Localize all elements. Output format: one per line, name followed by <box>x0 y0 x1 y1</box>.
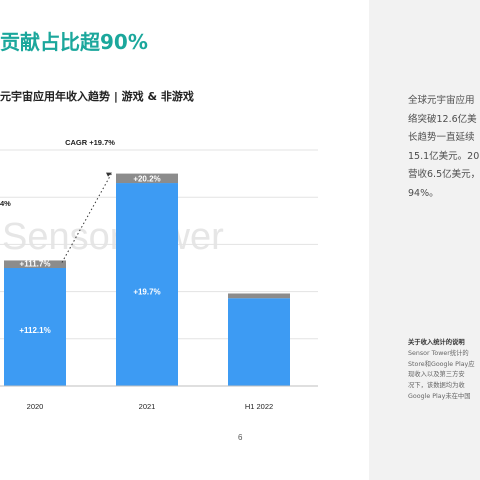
page-number: 6 <box>238 433 243 442</box>
bar-nongame <box>4 260 66 268</box>
bar-nongame <box>228 293 290 299</box>
summary-line: 营收6.5亿美元， <box>408 169 480 180</box>
summary-text: 全球元宇宙应用 络突破12.6亿美 长趋势一直延续 15.1亿美元。20 营收6… <box>408 92 480 203</box>
bar-game <box>4 268 66 386</box>
bar-top-label: +20.2% <box>133 175 160 184</box>
summary-panel: 全球元宇宙应用 络突破12.6亿美 长趋势一直延续 15.1亿美元。20 营收6… <box>369 0 480 480</box>
note-line: Google Play未在中国 <box>408 392 471 400</box>
bar-label: +112.1% <box>19 326 50 335</box>
note-title: 关于收入统计的说明 <box>408 339 465 346</box>
page-title: 贡献占比超90% <box>0 30 148 54</box>
summary-line: 94%。 <box>408 187 439 199</box>
chart-title: 元宇宙应用年收入趋势 | 游戏 & 非游戏 <box>0 90 194 103</box>
partial-label: 4% <box>0 199 11 208</box>
summary-line: 15.1亿美元。20 <box>408 150 480 162</box>
growth-arrow <box>61 172 113 263</box>
revenue-note: 关于收入统计的说明 Sensor Tower统计的 Store和Google P… <box>408 338 480 403</box>
bar-top-label: +111.7% <box>20 260 51 269</box>
cagr-label: CAGR +19.7% <box>65 138 115 147</box>
summary-line: 络突破12.6亿美 <box>408 113 477 125</box>
note-line: 现收入以及第三方安 <box>408 371 465 379</box>
bar-game <box>228 298 290 386</box>
summary-line: 全球元宇宙应用 <box>408 95 475 106</box>
bar-game <box>116 183 178 386</box>
summary-line: 长趋势一直延续 <box>408 132 475 143</box>
growth-arrow-head <box>106 172 112 177</box>
bar-nongame <box>116 173 178 184</box>
watermark: SensorTower <box>2 216 224 258</box>
bar-label: +19.7% <box>133 288 160 297</box>
x-tick-label: H1 2022 <box>245 402 273 411</box>
revenue-bar-chart: +112.1% +111.7% 2020 +19.7% +20.2% 2021 H1 202… <box>0 138 318 411</box>
note-line: Store和Google Play应 <box>408 360 475 368</box>
x-tick-label: 2020 <box>27 402 44 411</box>
note-line: 况下，该数据均为收 <box>408 382 465 390</box>
x-tick-label: 2021 <box>139 402 156 411</box>
note-line: Sensor Tower统计的 <box>408 349 469 357</box>
